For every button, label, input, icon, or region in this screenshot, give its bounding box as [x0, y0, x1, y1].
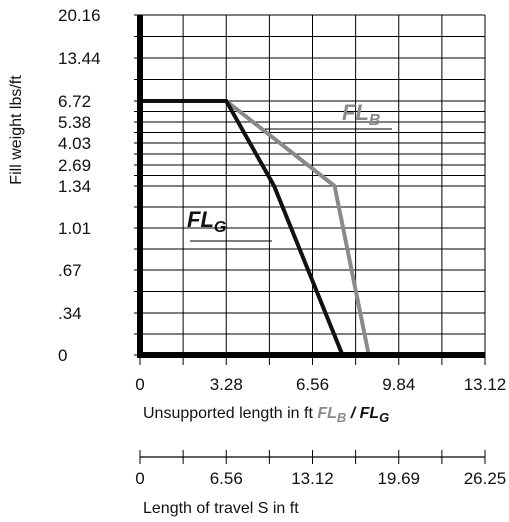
y-tick-label: 4.03 — [58, 134, 91, 153]
y-tick-label: .67 — [58, 261, 82, 280]
y-tick-label: .34 — [58, 304, 82, 323]
y-tick-label: 6.72 — [58, 92, 91, 111]
y-tick-label: 20.16 — [58, 6, 101, 25]
y-tick-label: 0 — [58, 346, 67, 365]
grid — [140, 14, 486, 355]
x-tick-label: 0 — [135, 375, 144, 394]
x-axis-title-series-b: FL — [317, 405, 337, 422]
y-tick-label: 1.01 — [58, 219, 91, 238]
y-tick-label: 2.69 — [58, 156, 91, 175]
series-lines — [140, 99, 371, 356]
x-tick-label: 13.12 — [464, 375, 507, 394]
y-tick-label: 1.34 — [58, 177, 91, 196]
series-label-fl-b: FLB — [342, 100, 380, 129]
x-tick-labels: 0 3.28 6.56 9.84 13.12 — [135, 375, 506, 394]
x2-tick-label: 6.56 — [210, 469, 243, 488]
x-axis-title: Unsupported length in ft FLB / FLG — [143, 405, 389, 425]
y-tick-labels: 0 .34 .67 1.01 1.34 2.69 4.03 5.38 6.72 13.44 20.1… — [58, 6, 101, 365]
series-line-fl-g — [140, 99, 345, 356]
x-axis-title-series-g: FL — [360, 405, 380, 422]
series-label-fl-g: FLG — [187, 207, 226, 236]
y-tick-label: 13.44 — [58, 49, 101, 68]
x2-axis-title: Length of travel S in ft — [143, 500, 299, 517]
y-axis-title: Fill weight lbs/ft — [8, 75, 25, 185]
secondary-x-axis: 0 6.56 13.12 19.69 26.25 — [135, 450, 506, 488]
series-annotations: FLB FLG — [187, 100, 392, 242]
x2-tick-label: 0 — [135, 469, 144, 488]
x-tick-label: 9.84 — [382, 375, 415, 394]
x-tick-label: 3.28 — [210, 375, 243, 394]
x2-tick-label: 26.25 — [464, 469, 507, 488]
y-tick-label: 5.38 — [58, 113, 91, 132]
axes — [134, 14, 486, 365]
x-tick-label: 6.56 — [296, 375, 329, 394]
x2-tick-label: 13.12 — [291, 469, 334, 488]
x2-tick-label: 19.69 — [377, 469, 420, 488]
